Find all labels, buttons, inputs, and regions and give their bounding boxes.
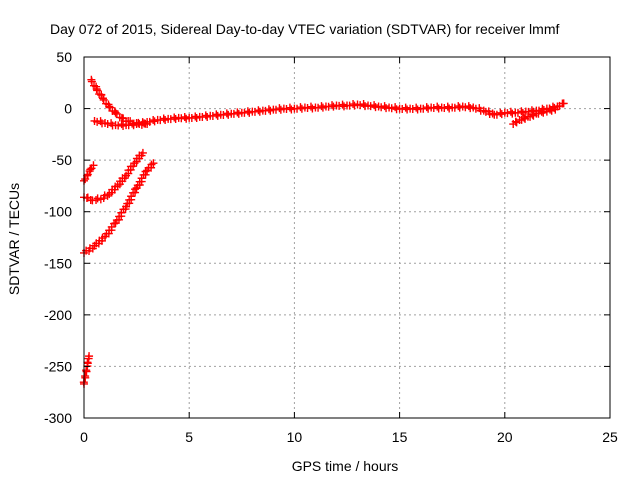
series-descending-arc [87, 75, 152, 129]
plot-area-frame [83, 56, 611, 419]
data-point-fill [180, 112, 189, 121]
data-point-fill [103, 119, 112, 128]
data-point [89, 161, 98, 170]
y-tick-label: 0 [64, 101, 72, 117]
x-tick-label: 15 [392, 429, 408, 445]
data-point-fill [338, 100, 347, 109]
data-point-fill [83, 358, 92, 367]
data-point [559, 99, 568, 108]
data-point-fill [131, 185, 140, 194]
data-point-fill [387, 104, 396, 113]
data-point [98, 94, 107, 103]
data-point-fill [103, 191, 112, 200]
data-point-fill [377, 103, 386, 112]
data-point-fill [547, 106, 556, 115]
data-point-fill [461, 103, 470, 112]
x-tick-label: 5 [185, 429, 193, 445]
x-tick-label: 0 [80, 429, 88, 445]
data-series [79, 75, 568, 388]
data-point-fill [366, 102, 375, 111]
data-point-fill [520, 113, 529, 122]
data-point-fill [433, 102, 442, 111]
data-point-fill [528, 110, 537, 119]
chart-title: Day 072 of 2015, Sidereal Day-to-day VTE… [50, 21, 559, 37]
series-arc-from-140 [80, 159, 158, 257]
y-tick-label: 50 [56, 49, 72, 65]
y-tick-label: -200 [44, 307, 72, 323]
data-point-fill [401, 103, 410, 112]
x-tick-label: 20 [497, 429, 513, 445]
series-short-arc [80, 161, 98, 185]
data-point [86, 165, 95, 174]
grid [84, 57, 610, 418]
x-tick-label: 10 [287, 429, 303, 445]
y-tick-label: -50 [52, 152, 72, 168]
data-point [143, 120, 152, 129]
data-point-fill [82, 366, 91, 375]
data-point-fill [285, 103, 294, 112]
data-point-fill [93, 117, 102, 126]
y-tick-label: -250 [44, 358, 72, 374]
data-point-fill [412, 103, 421, 112]
x-tick-label: 25 [602, 429, 618, 445]
data-point-fill [539, 108, 548, 117]
data-point-fill [81, 372, 90, 381]
y-tick-label: -300 [44, 410, 72, 426]
data-point-fill [83, 170, 92, 179]
data-point-fill [443, 102, 452, 111]
series-bottom-cluster [79, 352, 94, 388]
data-point [149, 159, 158, 168]
series-arc-from-88 [80, 148, 147, 205]
data-point [105, 102, 114, 111]
data-point-fill [87, 77, 96, 86]
data-point-fill [306, 102, 315, 111]
data-point-fill [356, 101, 365, 110]
y-axis-label: SDTVAR / TECUs [6, 183, 22, 295]
data-point-fill [511, 117, 520, 126]
data-point [551, 105, 560, 114]
series-main-arc [90, 99, 568, 130]
data-point-fill [506, 107, 515, 116]
y-tick-label: -100 [44, 204, 72, 220]
data-point-fill [137, 120, 146, 129]
data-point [138, 148, 147, 157]
data-point [111, 108, 120, 117]
axis-ticks: 0 5 10 15 20 25 50 0 -50 -100 -150 -200 -250 -300 [44, 49, 618, 445]
data-point [85, 352, 94, 361]
y-tick-label: -150 [44, 255, 72, 271]
data-point-fill [488, 109, 497, 118]
x-axis-label: GPS time / hours [292, 458, 399, 474]
series-late-dip-arc [509, 105, 560, 129]
